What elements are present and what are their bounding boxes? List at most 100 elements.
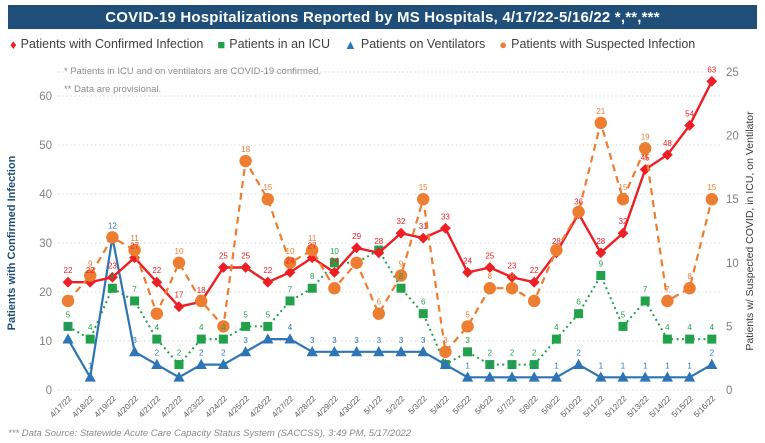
point-value-label: 18 bbox=[241, 145, 250, 154]
x-axis-date-label: 4/29/22 bbox=[315, 394, 341, 420]
right-axis-tick: 0 bbox=[726, 385, 732, 397]
right-axis-tick: 10 bbox=[726, 258, 739, 270]
point-value-label: 3 bbox=[443, 336, 448, 345]
confirmed-point bbox=[440, 222, 451, 234]
confirmed-point bbox=[706, 75, 718, 87]
confirmed-point bbox=[329, 267, 340, 278]
point-value-label: 5 bbox=[243, 310, 248, 319]
ventilator-point bbox=[62, 333, 74, 344]
icu-point bbox=[707, 334, 717, 344]
ventilator-point bbox=[573, 358, 585, 369]
ventilator-point bbox=[617, 371, 629, 382]
left-axis-tick: 0 bbox=[46, 385, 52, 397]
series-line-diamond bbox=[68, 80, 713, 308]
point-value-label: 1 bbox=[687, 361, 692, 370]
point-value-label: 4 bbox=[221, 323, 226, 332]
point-value-label: 9 bbox=[399, 260, 404, 269]
point-value-label: 3 bbox=[354, 336, 359, 345]
point-value-label: 1 bbox=[532, 361, 537, 370]
x-axis-date-label: 5/6/22 bbox=[473, 394, 495, 416]
point-value-label: 2 bbox=[510, 349, 515, 358]
x-axis-date-label: 5/14/22 bbox=[648, 394, 674, 420]
triangle-icon: ▲ bbox=[343, 36, 357, 52]
legend-label: Patients with Suspected Infection bbox=[511, 37, 696, 51]
x-axis-date-label: 5/2/22 bbox=[384, 394, 406, 416]
suspected-point bbox=[661, 294, 674, 308]
left-axis-title: Patients with Confirmed Infection bbox=[6, 155, 18, 330]
point-value-label: 15 bbox=[619, 183, 628, 192]
ventilator-point bbox=[395, 346, 407, 357]
point-value-label: 11 bbox=[308, 234, 317, 243]
ventilator-point bbox=[262, 333, 274, 344]
point-value-label: 6 bbox=[377, 298, 382, 307]
suspected-point bbox=[61, 294, 75, 308]
suspected-point bbox=[616, 193, 630, 206]
ventilator-point bbox=[639, 371, 651, 382]
x-axis-date-label: 5/4/22 bbox=[429, 394, 451, 416]
confirmed-point bbox=[351, 242, 362, 254]
point-value-label: 1 bbox=[488, 361, 493, 370]
confirmed-point bbox=[262, 276, 274, 288]
ventilator-point bbox=[306, 346, 318, 357]
x-axis-date-label: 5/1/22 bbox=[362, 394, 384, 416]
point-value-label: 9 bbox=[88, 260, 93, 269]
point-value-label: 10 bbox=[175, 247, 184, 256]
series-line-triangle bbox=[67, 236, 713, 379]
point-value-label: 8 bbox=[110, 272, 115, 281]
point-value-label: 7 bbox=[288, 285, 293, 294]
point-value-label: 4 bbox=[155, 323, 160, 332]
ventilator-point bbox=[284, 333, 296, 344]
point-value-label: 15 bbox=[263, 183, 272, 192]
suspected-point bbox=[683, 282, 696, 295]
icu-point bbox=[196, 334, 206, 344]
point-value-label: 19 bbox=[641, 132, 650, 141]
left-axis-tick: 50 bbox=[39, 140, 52, 152]
point-value-label: 3 bbox=[310, 336, 315, 345]
point-value-label: 3 bbox=[399, 336, 404, 345]
icu-point bbox=[618, 321, 628, 331]
icu-point bbox=[685, 334, 695, 344]
point-value-label: 15 bbox=[419, 183, 428, 192]
x-axis-date-label: 4/24/22 bbox=[204, 394, 230, 420]
x-axis-date-label: 5/12/22 bbox=[603, 394, 629, 420]
point-value-label: 4 bbox=[665, 323, 670, 332]
ventilator-point bbox=[528, 371, 540, 382]
point-value-label: 1 bbox=[621, 361, 626, 370]
icu-point bbox=[551, 334, 561, 344]
suspected-point bbox=[639, 142, 652, 155]
suspected-point bbox=[350, 256, 363, 269]
icu-point bbox=[63, 321, 73, 331]
point-value-label: 25 bbox=[485, 252, 494, 261]
point-value-label: 2 bbox=[177, 349, 182, 358]
point-value-label: 25 bbox=[241, 252, 250, 261]
legend-item-3: ● Patients with Suspected Infection bbox=[499, 37, 695, 51]
right-axis-tick: 15 bbox=[726, 194, 739, 206]
suspected-point bbox=[483, 282, 496, 295]
point-value-label: 48 bbox=[663, 139, 672, 148]
icu-point bbox=[662, 334, 672, 344]
left-axis-tick: 10 bbox=[39, 336, 52, 348]
point-value-label: 8 bbox=[488, 272, 493, 281]
point-value-label: 28 bbox=[596, 237, 605, 246]
ventilator-point bbox=[506, 371, 518, 382]
right-axis-title: Patients w/ Suspected COVID, in ICU, on … bbox=[744, 111, 756, 351]
point-value-label: 31 bbox=[419, 222, 428, 231]
icu-point bbox=[574, 309, 584, 319]
icu-point bbox=[107, 283, 117, 293]
suspected-point bbox=[572, 205, 585, 219]
left-axis-tick: 40 bbox=[39, 189, 52, 201]
point-value-label: 27 bbox=[308, 242, 317, 251]
icu-point bbox=[152, 334, 162, 344]
square-icon: ■ bbox=[217, 36, 226, 52]
point-value-label: 5 bbox=[266, 310, 271, 319]
x-axis-date-label: 4/18/22 bbox=[70, 394, 96, 420]
x-axis-date-label: 4/19/22 bbox=[93, 394, 119, 420]
point-value-label: 27 bbox=[130, 242, 139, 251]
point-value-label: 7 bbox=[643, 285, 648, 294]
footnote-icu-ventilator: * Patients in ICU and on ventilators are… bbox=[64, 66, 322, 77]
point-value-label: 25 bbox=[219, 252, 228, 261]
point-value-label: 33 bbox=[441, 212, 450, 221]
point-value-label: 63 bbox=[707, 65, 716, 74]
point-value-label: 5 bbox=[66, 310, 71, 319]
